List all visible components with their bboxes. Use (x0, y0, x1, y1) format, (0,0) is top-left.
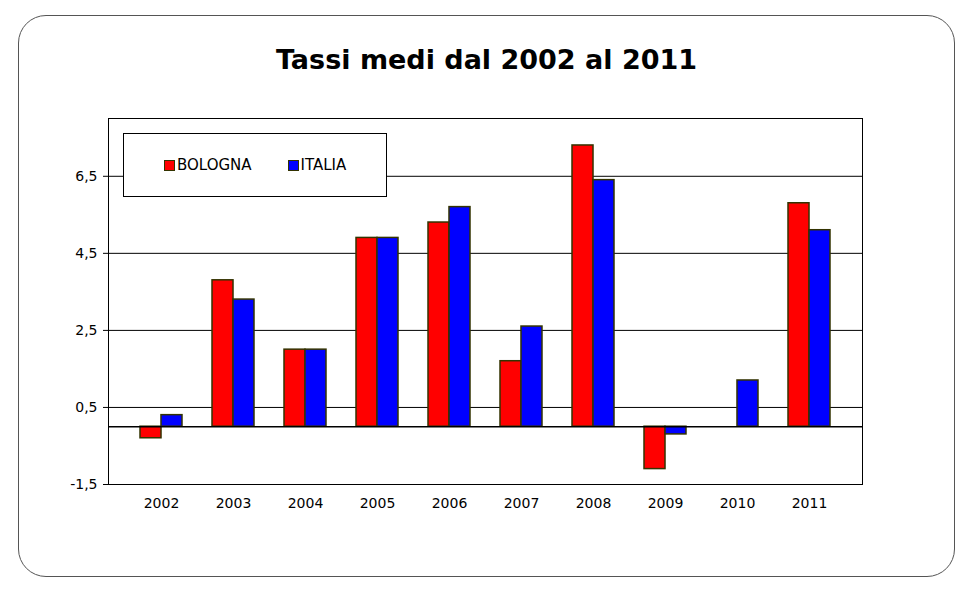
svg-text:2003: 2003 (216, 495, 252, 511)
svg-text:2009: 2009 (648, 495, 684, 511)
svg-text:2002: 2002 (144, 495, 180, 511)
svg-text:0,5: 0,5 (75, 399, 97, 415)
svg-text:6,5: 6,5 (75, 168, 97, 184)
svg-text:2,5: 2,5 (75, 322, 97, 338)
svg-text:2011: 2011 (792, 495, 828, 511)
svg-text:4,5: 4,5 (75, 245, 97, 261)
svg-text:2010: 2010 (720, 495, 756, 511)
html-text:BOLOGNA: BOLOGNA (177, 156, 252, 174)
html-text:Tassi medi dal 2002 al 2011: Tassi medi dal 2002 al 2011 (275, 44, 698, 75)
html-text:ITALIA: ITALIA (300, 156, 347, 174)
svg-text:2006: 2006 (432, 495, 468, 511)
svg-text:2008: 2008 (576, 495, 612, 511)
svg-text:2005: 2005 (360, 495, 396, 511)
svg-text:-1,5: -1,5 (70, 476, 97, 492)
svg-text:2007: 2007 (504, 495, 540, 511)
svg-text:2004: 2004 (288, 495, 324, 511)
